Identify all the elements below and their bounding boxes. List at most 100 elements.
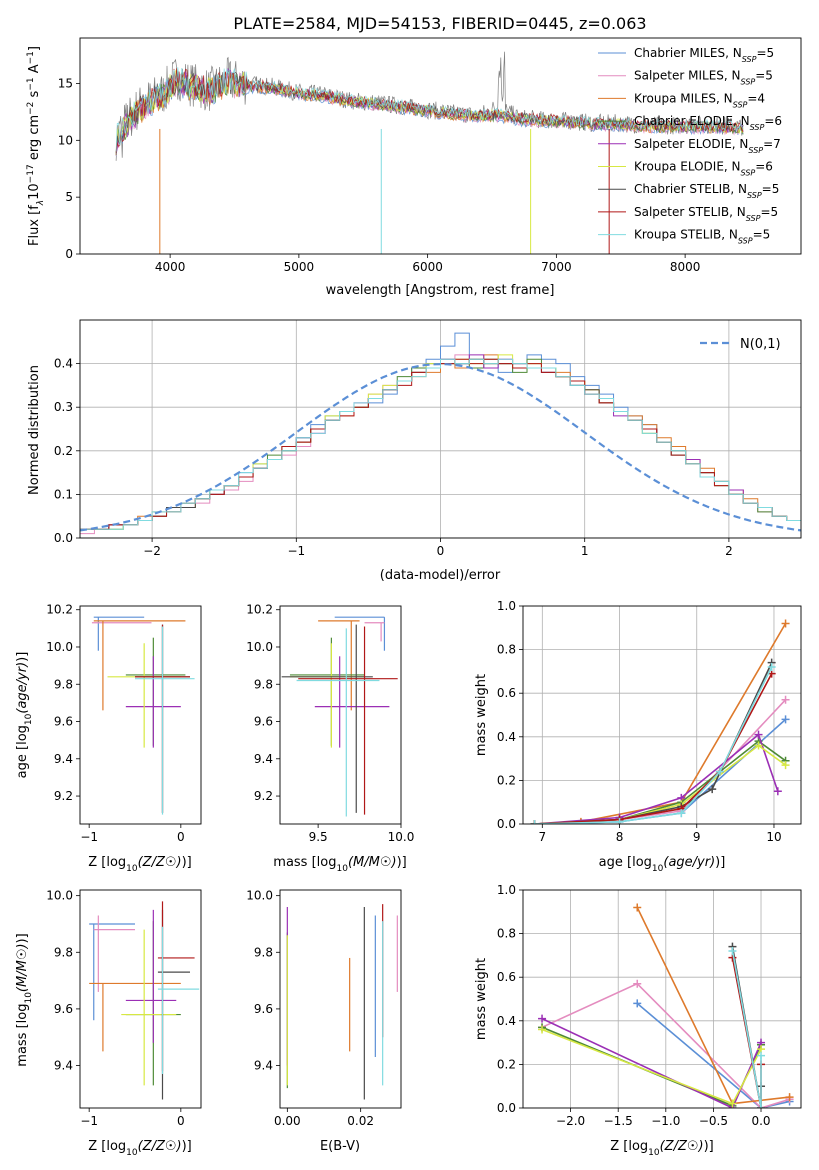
y-tick-label: 0.8 [497, 643, 516, 657]
y-tick-label: 1.0 [497, 599, 516, 613]
legend-label: Salpeter MILES, NSSP=5 [634, 69, 773, 87]
legend: Chabrier MILES, NSSP=5 Salpeter MILES, NS… [598, 46, 782, 245]
x-tick-label: −1 [287, 544, 305, 558]
y-tick-label: 10.0 [46, 889, 73, 903]
y-axis-label: mass weight [474, 674, 489, 756]
axes-frame [522, 889, 802, 1109]
y-tick-label: 9.2 [254, 789, 273, 803]
x-tick-label: 9 [693, 830, 701, 844]
x-tick-label: −2 [143, 544, 161, 558]
weight-marker [633, 979, 642, 988]
axes-frame [279, 605, 402, 825]
x-tick-label: 4000 [155, 260, 186, 274]
weight-marker [754, 741, 763, 750]
figure-title: PLATE=2584, MJD=54153, FIBERID=0445, z=0… [233, 14, 646, 33]
spectrum-model-line [115, 68, 744, 153]
y-tick-label: 9.8 [54, 677, 73, 691]
y-tick-label: 9.8 [54, 945, 73, 959]
legend-label: Salpeter ELODIE, NSSP=7 [634, 137, 781, 155]
y-axis-label: Flux [fλ10−17 erg cm−2 s−1 A−1] [26, 46, 46, 246]
y-tick-label: 9.6 [54, 1002, 73, 1016]
y-tick-label: 0.4 [497, 730, 516, 744]
x-tick-label: −2.0 [556, 1114, 585, 1128]
weight-line [541, 982, 790, 1108]
panel-Z-vs-mass: −1 0 9.4 9.6 9.8 10.0 Z [log10(Z/Z☉))] mass [lo… [15, 889, 202, 1158]
legend-label: Kroupa STELIB, NSSP=5 [634, 228, 770, 246]
x-tick-label: −1 [80, 1114, 98, 1128]
axes-frame [79, 37, 802, 255]
x-tick-label: 5000 [284, 260, 315, 274]
y-tick-label: 10.0 [246, 889, 273, 903]
weight-marker [781, 761, 790, 770]
weight-marker [677, 809, 686, 818]
spectrum-model-line [115, 67, 744, 152]
gaussian-reference-line [80, 362, 801, 532]
y-axis-label: mass [log10(M/M☉))] [15, 933, 34, 1066]
axes-frame [79, 605, 202, 825]
x-tick-label: 10 [766, 830, 781, 844]
y-axis-label: age [log10(age/yr))] [15, 652, 34, 779]
x-tick-label: 2 [725, 544, 733, 558]
plot-area [286, 904, 398, 1100]
x-axis-label: Z [log10(Z/Z☉))] [88, 1139, 192, 1158]
plot-area [80, 320, 801, 538]
legend-label: Chabrier MILES, NSSP=5 [634, 46, 774, 64]
weight-marker [757, 1051, 766, 1060]
plot-area [281, 616, 398, 817]
x-axis-label: mass [log10(M/M☉))] [273, 855, 406, 874]
plot-area [89, 901, 200, 1100]
x-tick-label: −1.0 [651, 1114, 680, 1128]
x-tick-label: 7 [538, 830, 546, 844]
y-tick-label: 9.8 [254, 677, 273, 691]
y-tick-label: 10.2 [246, 603, 273, 617]
y-tick-label: 0.1 [54, 487, 73, 501]
x-tick-label: 8 [616, 830, 624, 844]
weight-marker [633, 999, 642, 1008]
plot-area [91, 616, 195, 815]
weight-marker [728, 947, 737, 956]
weight-marker [781, 715, 790, 724]
y-tick-label: 9.4 [254, 1059, 273, 1073]
y-tick-label: 0.0 [497, 1101, 516, 1115]
x-tick-label: 8000 [670, 260, 701, 274]
legend-label: Chabrier STELIB, NSSP=5 [634, 182, 779, 200]
axes-frame [79, 889, 202, 1109]
y-tick-label: 0.6 [497, 686, 516, 700]
x-tick-label: 9.5 [309, 830, 328, 844]
x-tick-label: 6000 [412, 260, 443, 274]
y-tick-label: 9.6 [254, 1002, 273, 1016]
weight-marker [615, 817, 624, 824]
y-tick-label: 10.0 [246, 640, 273, 654]
y-tick-label: 9.4 [254, 752, 273, 766]
y-tick-label: 0.4 [497, 1014, 516, 1028]
axes-frame [79, 319, 802, 539]
panel-spectrum: 4000 5000 6000 7000 8000 0 5 10 15 wavelength [An… [26, 37, 802, 298]
x-tick-label: 0 [437, 544, 445, 558]
legend-label: Salpeter STELIB, NSSP=5 [634, 205, 778, 223]
weight-marker [715, 767, 724, 776]
x-tick-label: 0.02 [347, 1114, 374, 1128]
axes-frame [522, 605, 802, 825]
y-tick-label: 15 [58, 76, 73, 90]
weight-marker [538, 1014, 547, 1023]
y-tick-label: 0.0 [497, 817, 516, 831]
weight-marker [754, 730, 763, 739]
y-axis-label: Normed distribution [27, 365, 42, 495]
weight-marker [785, 1093, 794, 1102]
plot-area [523, 606, 801, 824]
y-tick-label: 10 [58, 133, 73, 147]
x-axis-label: (data-model)/error [380, 568, 501, 583]
x-tick-label: 0.00 [274, 1114, 301, 1128]
y-tick-label: 0.4 [54, 357, 73, 371]
y-tick-label: 5 [65, 190, 73, 204]
weight-marker [757, 1104, 766, 1108]
legend-label: Kroupa ELODIE, NSSP=6 [634, 160, 773, 178]
weight-marker [633, 903, 642, 912]
weight-marker [728, 1099, 737, 1108]
panel-Z-vs-mass-weight: −2.0 −1.5 −1.0 −0.5 0.0 0.0 0.2 0.4 0.6 0.8 1.0 mas… [474, 883, 802, 1158]
x-tick-label: 0 [177, 830, 185, 844]
y-tick-label: 0.2 [497, 1057, 516, 1071]
weight-marker [767, 663, 776, 672]
weight-line [541, 1017, 762, 1108]
